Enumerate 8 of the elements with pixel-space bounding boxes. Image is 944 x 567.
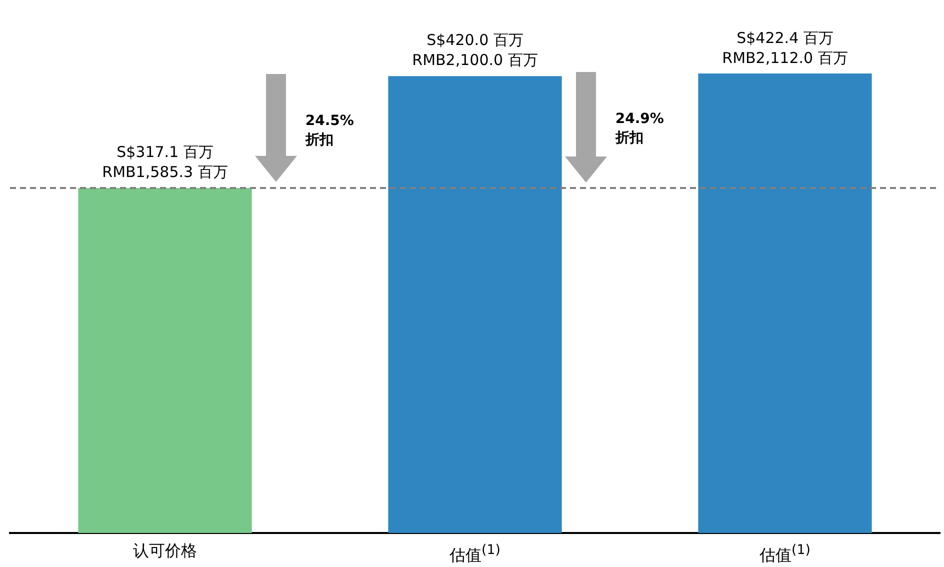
annotation: 24.5% 折扣 xyxy=(305,112,354,150)
data-label: S$420.0 百万 RMB2,100.0 百万 xyxy=(412,30,538,70)
data-label: S$422.4 百万 RMB2,112.0 百万 xyxy=(722,28,848,68)
x-tick-label: 认可价格 xyxy=(133,541,197,561)
x-tick-label: 估值$^{(1)}$ xyxy=(760,542,810,566)
data-label: S$317.1 百万 RMB1,585.3 百万 xyxy=(102,142,228,182)
annotation: 24.9% 折扣 xyxy=(615,110,664,148)
x-tick-label: 估值$^{(1)}$ xyxy=(450,542,500,566)
